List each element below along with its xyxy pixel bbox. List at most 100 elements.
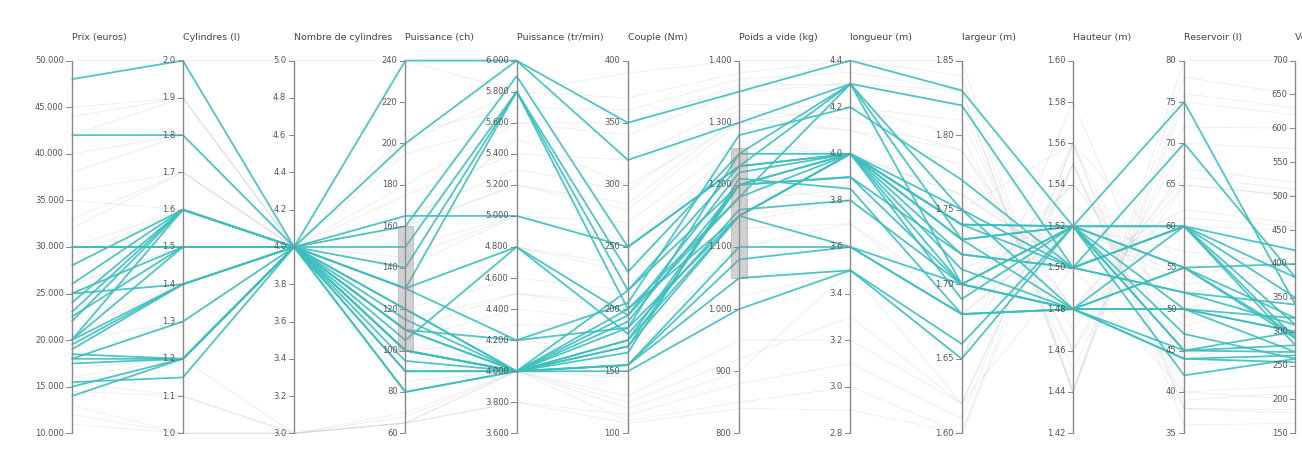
Text: Couple (Nm): Couple (Nm) bbox=[628, 33, 687, 42]
Text: 80: 80 bbox=[1165, 56, 1177, 65]
Text: 60: 60 bbox=[387, 429, 397, 438]
Text: 1.60: 1.60 bbox=[1047, 56, 1065, 65]
Text: 3.4: 3.4 bbox=[273, 354, 286, 363]
Text: 4.4: 4.4 bbox=[273, 168, 286, 177]
Text: 1.100: 1.100 bbox=[708, 242, 732, 252]
Text: Volume du coffre: Volume du coffre bbox=[1295, 33, 1302, 42]
Text: 3.0: 3.0 bbox=[273, 429, 286, 438]
Text: 25.000: 25.000 bbox=[35, 289, 64, 298]
Text: longueur (m): longueur (m) bbox=[850, 33, 913, 42]
Text: 4.000: 4.000 bbox=[486, 367, 509, 376]
Text: 15.000: 15.000 bbox=[35, 382, 64, 391]
Text: 1.300: 1.300 bbox=[707, 118, 732, 127]
Text: 65: 65 bbox=[1165, 180, 1177, 189]
Text: 3.4: 3.4 bbox=[829, 289, 842, 298]
Text: 1.400: 1.400 bbox=[708, 56, 732, 65]
Text: 5.800: 5.800 bbox=[486, 87, 509, 96]
Text: Reservoir (l): Reservoir (l) bbox=[1185, 33, 1242, 42]
Text: 1.000: 1.000 bbox=[708, 305, 732, 314]
Bar bbox=[732, 148, 747, 278]
Text: 3.800: 3.800 bbox=[484, 398, 509, 407]
Text: 1.52: 1.52 bbox=[1047, 222, 1065, 231]
Text: 1.48: 1.48 bbox=[1047, 305, 1065, 314]
Text: Cylindres (l): Cylindres (l) bbox=[182, 33, 240, 42]
Text: 2.0: 2.0 bbox=[161, 56, 174, 65]
Text: 1.46: 1.46 bbox=[1047, 346, 1065, 355]
Text: 120: 120 bbox=[381, 305, 397, 314]
Text: 150: 150 bbox=[1272, 429, 1288, 438]
Text: 250: 250 bbox=[1272, 361, 1288, 370]
Text: 1.80: 1.80 bbox=[935, 130, 954, 140]
Text: 5.200: 5.200 bbox=[486, 180, 509, 189]
Text: 300: 300 bbox=[1272, 327, 1288, 336]
Text: 500: 500 bbox=[1272, 192, 1288, 201]
Text: 35.000: 35.000 bbox=[35, 196, 64, 205]
Text: 200: 200 bbox=[1272, 395, 1288, 404]
Text: 40.000: 40.000 bbox=[35, 149, 64, 158]
Text: Puissance (ch): Puissance (ch) bbox=[405, 33, 474, 42]
Text: 800: 800 bbox=[716, 429, 732, 438]
Text: Nombre de cylindres: Nombre de cylindres bbox=[294, 33, 392, 42]
Text: 4.600: 4.600 bbox=[486, 274, 509, 282]
Text: 20.000: 20.000 bbox=[35, 336, 64, 345]
Text: 1.56: 1.56 bbox=[1047, 139, 1065, 148]
Text: 220: 220 bbox=[381, 97, 397, 107]
Text: 100: 100 bbox=[381, 346, 397, 355]
Text: 350: 350 bbox=[604, 118, 620, 127]
Text: 35: 35 bbox=[1165, 429, 1177, 438]
Text: 700: 700 bbox=[1272, 56, 1288, 65]
Text: 1.4: 1.4 bbox=[161, 280, 174, 289]
Text: 60: 60 bbox=[1165, 222, 1177, 231]
Text: 400: 400 bbox=[604, 56, 620, 65]
Text: 1.9: 1.9 bbox=[161, 93, 174, 103]
Text: 6.000: 6.000 bbox=[486, 56, 509, 65]
Text: 3.8: 3.8 bbox=[273, 280, 286, 289]
Text: 4.200: 4.200 bbox=[486, 336, 509, 345]
Text: 30.000: 30.000 bbox=[35, 242, 64, 252]
Text: 1.44: 1.44 bbox=[1047, 387, 1065, 397]
Text: 2.8: 2.8 bbox=[829, 429, 842, 438]
Text: 1.85: 1.85 bbox=[935, 56, 954, 65]
Text: 5.600: 5.600 bbox=[486, 118, 509, 127]
Text: Hauteur (m): Hauteur (m) bbox=[1073, 33, 1131, 42]
Text: 1.70: 1.70 bbox=[935, 280, 954, 289]
Text: 10.000: 10.000 bbox=[35, 429, 64, 438]
Text: 5.0: 5.0 bbox=[273, 56, 286, 65]
Text: 1.2: 1.2 bbox=[161, 354, 174, 363]
Text: 80: 80 bbox=[387, 387, 397, 397]
Text: 5.000: 5.000 bbox=[486, 212, 509, 220]
Text: Poids a vide (kg): Poids a vide (kg) bbox=[740, 33, 818, 42]
Text: 300: 300 bbox=[604, 180, 620, 189]
Text: 1.8: 1.8 bbox=[161, 130, 174, 140]
Text: 50: 50 bbox=[1165, 305, 1177, 314]
Text: 1.42: 1.42 bbox=[1047, 429, 1065, 438]
Text: 3.6: 3.6 bbox=[829, 242, 842, 252]
Text: 1.6: 1.6 bbox=[161, 205, 174, 214]
Text: 180: 180 bbox=[381, 180, 397, 189]
Text: 3.6: 3.6 bbox=[273, 317, 286, 326]
Text: 900: 900 bbox=[716, 367, 732, 376]
Text: 250: 250 bbox=[604, 242, 620, 252]
Text: 4.2: 4.2 bbox=[829, 103, 842, 112]
Text: 1.50: 1.50 bbox=[1047, 263, 1065, 272]
Text: 240: 240 bbox=[381, 56, 397, 65]
Text: largeur (m): largeur (m) bbox=[962, 33, 1016, 42]
Text: Puissance (tr/min): Puissance (tr/min) bbox=[517, 33, 603, 42]
Text: 1.65: 1.65 bbox=[935, 354, 954, 363]
Text: 45.000: 45.000 bbox=[35, 103, 64, 112]
Text: 400: 400 bbox=[1272, 260, 1288, 268]
Text: 450: 450 bbox=[1272, 226, 1288, 234]
Text: 1.54: 1.54 bbox=[1047, 180, 1065, 189]
Text: 1.75: 1.75 bbox=[935, 205, 954, 214]
Text: 3.2: 3.2 bbox=[273, 391, 286, 401]
Text: 1.7: 1.7 bbox=[161, 168, 174, 177]
Text: 200: 200 bbox=[604, 305, 620, 314]
Text: 350: 350 bbox=[1272, 293, 1288, 302]
Text: 140: 140 bbox=[381, 263, 397, 272]
Text: 200: 200 bbox=[381, 139, 397, 148]
Text: 1.200: 1.200 bbox=[708, 180, 732, 189]
Text: 1.5: 1.5 bbox=[161, 242, 174, 252]
Text: 55: 55 bbox=[1165, 263, 1177, 272]
Text: 4.0: 4.0 bbox=[829, 149, 842, 158]
Text: 5.400: 5.400 bbox=[486, 149, 509, 158]
